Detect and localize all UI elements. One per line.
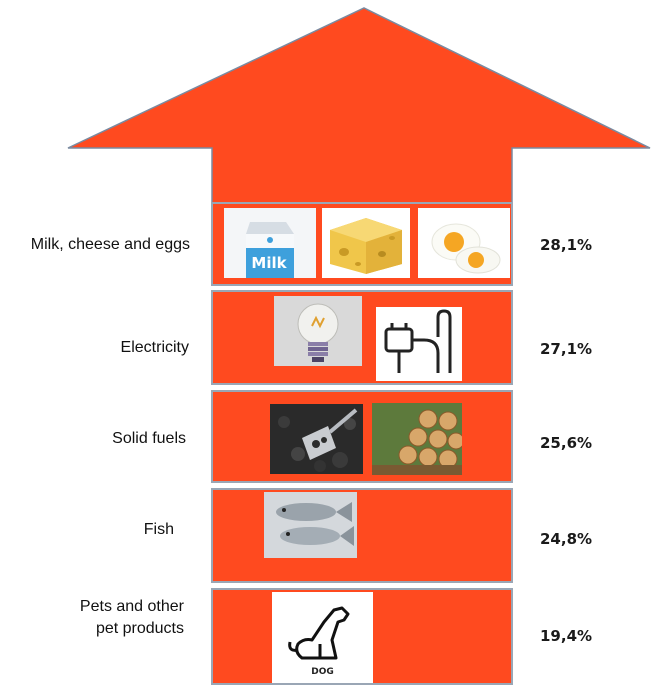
milk-carton-text: Milk [246, 254, 292, 272]
percent-milk-cheese-eggs: 28,1% [540, 236, 592, 254]
percent-electricity: 27,1% [540, 340, 592, 358]
percent-pets: 19,4% [540, 627, 592, 645]
firewood-logs-icon [372, 403, 462, 475]
light-bulb-icon [274, 296, 362, 366]
band-electricity [212, 291, 512, 384]
power-plug-icon [376, 307, 462, 381]
label-solid-fuels: Solid fuels [0, 429, 186, 449]
label-pets-line1: Pets and other [0, 597, 184, 617]
boiled-egg-icon [418, 208, 510, 278]
band-fish [212, 489, 512, 582]
fish-icon [264, 492, 357, 558]
label-electricity: Electricity [0, 338, 189, 358]
label-milk-cheese-eggs: Milk, cheese and eggs [0, 235, 190, 255]
label-fish: Fish [0, 520, 174, 540]
percent-fish: 24,8% [540, 530, 592, 548]
coal-shovel-icon [270, 404, 363, 474]
dog-icon: DOG [272, 592, 373, 683]
label-pets-line2: pet products [0, 619, 184, 639]
percent-solid-fuels: 25,6% [540, 434, 592, 452]
dog-caption: DOG [272, 667, 373, 677]
cheese-icon [322, 208, 410, 278]
milk-carton-icon: Milk [224, 208, 316, 278]
arrow-head [68, 8, 650, 203]
